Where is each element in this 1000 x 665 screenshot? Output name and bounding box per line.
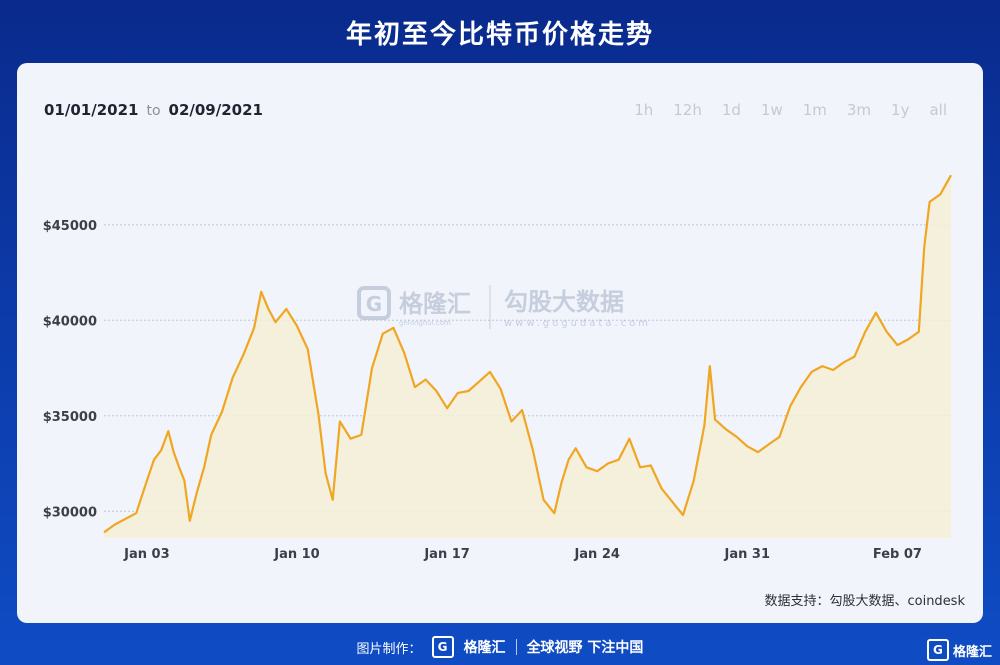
corner-logo-icon: G	[926, 639, 949, 661]
watermark: G 格隆汇 gelonghui.com 勾股大数据 www.gogudata.c…	[357, 285, 651, 329]
x-tick-label: Feb 07	[873, 547, 922, 562]
x-tick-label: Jan 03	[123, 547, 169, 562]
x-tick-label: Jan 31	[724, 547, 770, 562]
price-area	[104, 175, 951, 538]
price-line-chart: G 格隆汇 gelonghui.com 勾股大数据 www.gogudata.c…	[43, 174, 952, 562]
corner-logo: G 格隆汇	[926, 639, 992, 661]
watermark-logo-icon	[357, 286, 391, 320]
price-line	[103, 174, 952, 534]
period-selector: 1h 12h 1d 1w 1m 3m 1y all	[634, 101, 947, 119]
range-start[interactable]: 01/01/2021	[44, 101, 139, 119]
y-tick-label: $35000	[43, 410, 97, 425]
data-source: 数据支持：勾股大数据、coindesk	[764, 594, 965, 609]
chart-card: 01/01/2021 to 02/09/2021 1h 12h 1d 1w 1m 3…	[17, 63, 983, 623]
footer-brand: 格隆汇	[463, 640, 506, 656]
footer-slogan: 全球视野 下注中国	[526, 640, 644, 656]
period-1w[interactable]: 1w	[760, 101, 783, 119]
footer-prefix: 图片制作：	[356, 641, 422, 657]
x-tick-label: Jan 10	[273, 547, 319, 562]
x-tick-label: Jan 17	[423, 547, 469, 562]
watermark-brand: 格隆汇	[399, 290, 471, 318]
date-range: 01/01/2021 to 02/09/2021	[44, 101, 263, 119]
period-1m[interactable]: 1m	[802, 101, 827, 119]
watermark-data-brand: 勾股大数据	[504, 288, 624, 316]
watermark-sub: gelonghui.com	[399, 319, 451, 327]
footer-logo-icon: G	[431, 636, 454, 658]
range-to-label: to	[146, 103, 161, 119]
watermark-data-sub: www.gogudata.com	[504, 318, 651, 329]
y-tick-label: $40000	[43, 314, 97, 329]
corner-logo-brand: 格隆汇	[952, 644, 992, 660]
period-12h[interactable]: 12h	[673, 101, 702, 119]
watermark-logo-letter: G	[366, 292, 382, 316]
footer: 图片制作： G 格隆汇 全球视野 下注中国	[0, 633, 1000, 661]
y-tick-label: $30000	[43, 505, 97, 520]
period-all[interactable]: all	[929, 101, 947, 119]
period-1h[interactable]: 1h	[634, 101, 654, 119]
range-end[interactable]: 02/09/2021	[168, 101, 263, 119]
y-tick-label: $45000	[43, 219, 97, 234]
period-1y[interactable]: 1y	[891, 101, 910, 119]
period-3m[interactable]: 3m	[846, 101, 872, 119]
period-1d[interactable]: 1d	[721, 101, 741, 119]
page-title: 年初至今比特币价格走势	[345, 20, 654, 50]
x-tick-label: Jan 24	[573, 547, 619, 562]
footer-divider	[515, 639, 517, 655]
